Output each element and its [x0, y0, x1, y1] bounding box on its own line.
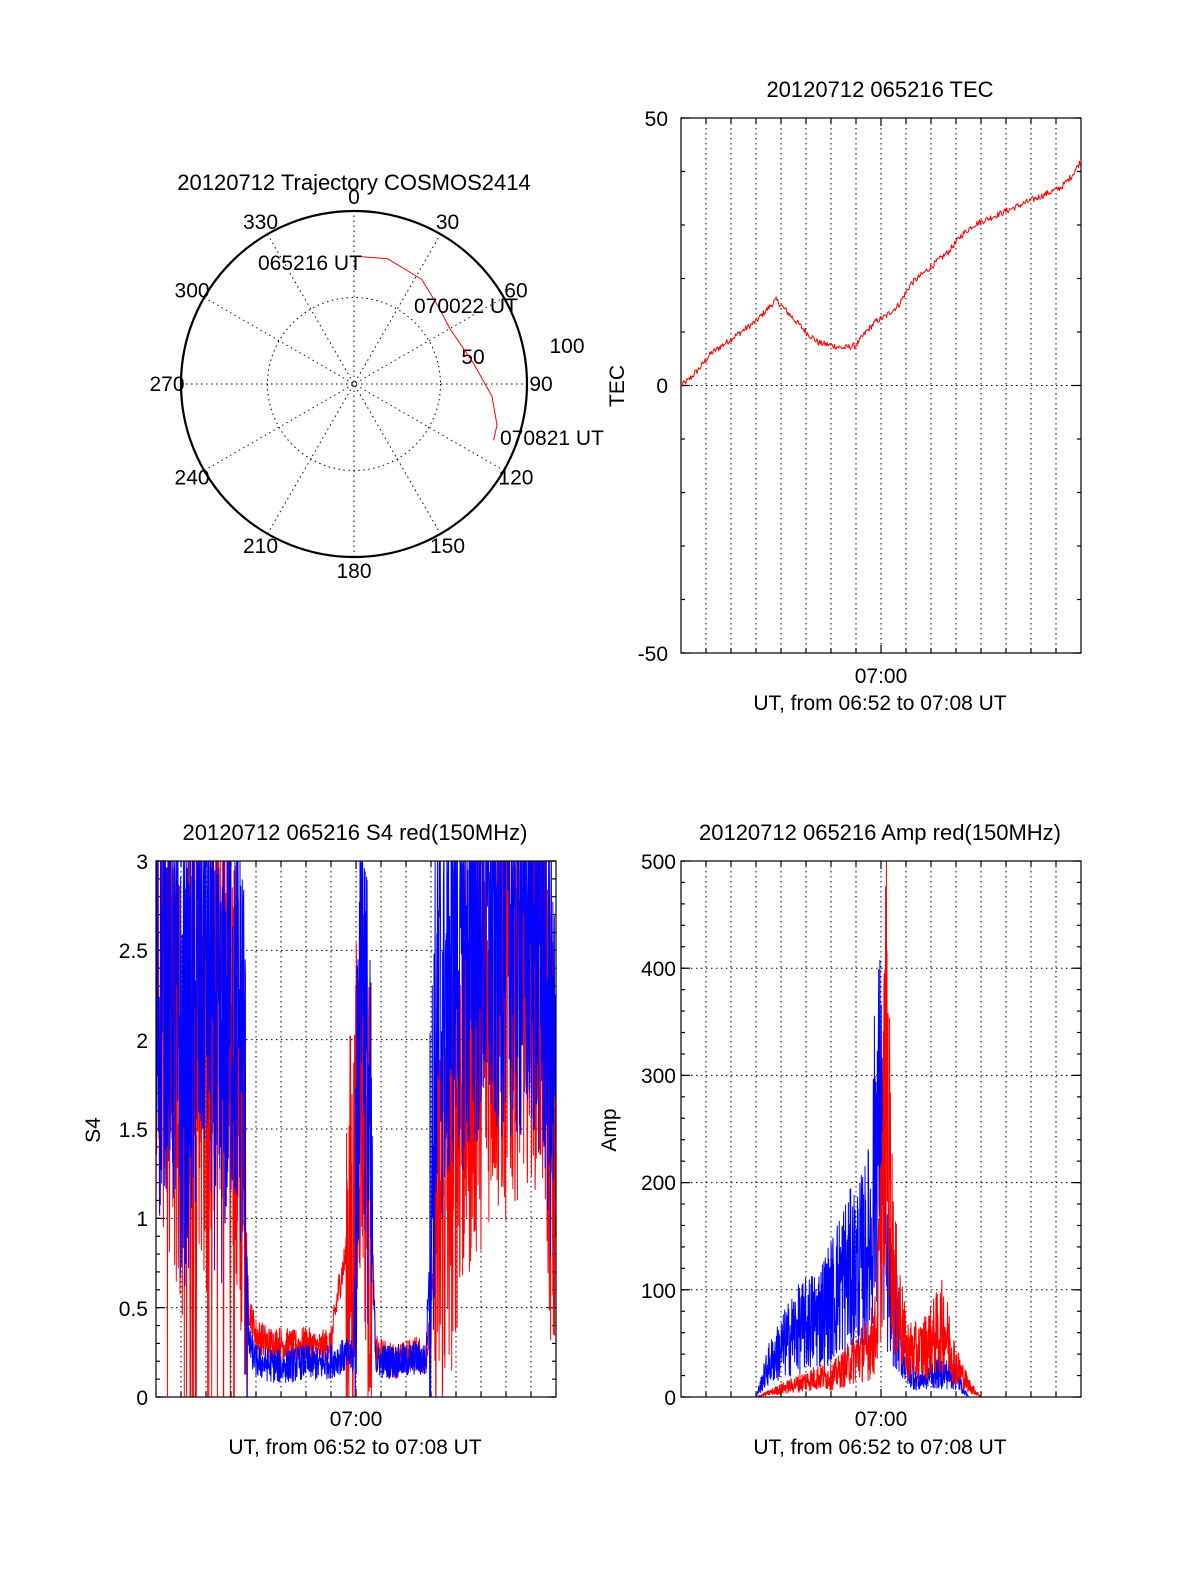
tec-xtick-label: 07:00 — [855, 665, 908, 688]
s4-chart: 20120712 065216 S4 red(150MHz) 0 0.5 1 1… — [82, 820, 557, 1459]
polar-trajectory-chart: 20120712 Trajectory COSMOS2414 0 30 60 90 12… — [149, 170, 604, 583]
polar-spoke — [203, 297, 505, 471]
polar-title: 20120712 Trajectory COSMOS2414 — [177, 170, 530, 195]
s4-ytick-label: 1.5 — [119, 1119, 148, 1142]
tec-ytick-label: 0 — [656, 375, 668, 398]
polar-azimuth-labels: 0 30 60 90 120 150 180 210 240 270 300 330 — [149, 186, 552, 583]
polar-annotation-mid: 070022 UT — [414, 295, 518, 318]
s4-ylabel: S4 — [82, 1117, 105, 1143]
s4-ytick-label: 0 — [136, 1387, 148, 1410]
tec-ylabel: TEC — [606, 365, 629, 407]
s4-ytick-label: 1 — [136, 1208, 148, 1231]
amp-ytick-label: 400 — [641, 958, 676, 981]
amp-xtick-label: 07:00 — [855, 1408, 908, 1431]
polar-azimuth-label: 90 — [529, 373, 552, 396]
s4-xlabel: UT, from 06:52 to 07:08 UT — [228, 1436, 481, 1459]
tec-chart: 20120712 065216 TEC 50 0 -50 07:00 UT, f… — [606, 77, 1082, 715]
s4-frame — [155, 860, 557, 1398]
polar-azimuth-label: 120 — [498, 467, 533, 490]
amp-ytick-label: 200 — [641, 1172, 676, 1195]
s4-title: 20120712 065216 S4 red(150MHz) — [183, 820, 528, 845]
polar-spoke — [267, 233, 441, 535]
amp-chart: 20120712 065216 Amp red(150MHz) 0 100 20… — [598, 820, 1082, 1459]
polar-spoke — [203, 297, 505, 471]
amp-xlabel: UT, from 06:52 to 07:08 UT — [753, 1436, 1006, 1459]
polar-trajectory-series — [351, 255, 498, 441]
polar-azimuth-label: 330 — [243, 211, 278, 234]
polar-annotation-end: 070821 UT — [500, 427, 604, 450]
polar-azimuth-label: 240 — [175, 467, 210, 490]
amp-ytick-label: 0 — [664, 1387, 676, 1410]
polar-radial-label-50: 50 — [461, 346, 484, 369]
tec-series-red — [680, 160, 1082, 387]
tec-title: 20120712 065216 TEC — [766, 77, 993, 102]
polar-radial-label-100: 100 — [549, 335, 584, 358]
polar-annotation-start: 065216 UT — [258, 252, 362, 275]
s4-series-blue — [155, 860, 557, 1398]
polar-azimuth-label: 30 — [436, 211, 459, 234]
polar-spoke — [267, 233, 441, 535]
polar-azimuth-label: 210 — [243, 535, 278, 558]
s4-ytick-label: 2.5 — [119, 940, 148, 963]
amp-ylabel: Amp — [598, 1108, 621, 1151]
s4-ytick-label: 0.5 — [119, 1298, 148, 1321]
polar-azimuth-label: 270 — [149, 373, 184, 396]
amp-title: 20120712 065216 Amp red(150MHz) — [699, 820, 1061, 845]
tec-ytick-label: 50 — [645, 108, 668, 131]
tec-ytick-label: -50 — [638, 643, 668, 666]
tec-grid — [681, 118, 1081, 653]
s4-xtick-label: 07:00 — [330, 1408, 383, 1431]
amp-ytick-label: 500 — [641, 851, 676, 874]
polar-azimuth-label: 180 — [336, 560, 371, 583]
polar-azimuth-label: 150 — [430, 535, 465, 558]
polar-azimuth-label: 60 — [504, 280, 527, 303]
tec-xlabel: UT, from 06:52 to 07:08 UT — [753, 692, 1006, 715]
amp-ytick-label: 300 — [641, 1065, 676, 1088]
amp-frame — [680, 860, 1082, 1398]
amp-ytick-label: 100 — [641, 1280, 676, 1303]
polar-inner-ring — [267, 297, 441, 471]
polar-azimuth-label: 300 — [175, 280, 210, 303]
s4-ytick-label: 2 — [136, 1030, 148, 1053]
s4-ytick-label: 3 — [136, 851, 148, 874]
polar-azimuth-label: 0 — [348, 186, 360, 209]
